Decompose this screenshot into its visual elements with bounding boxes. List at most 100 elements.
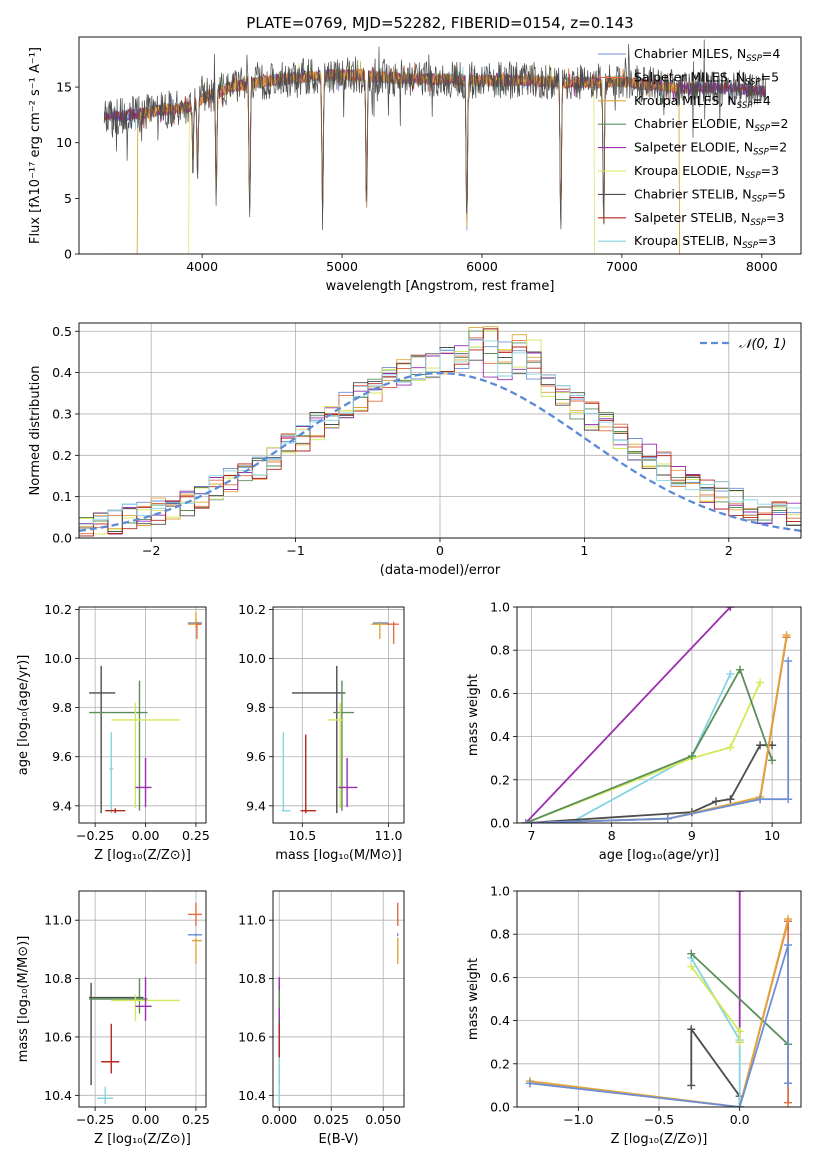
x-axis-label: mass [log₁₀(M/M⊙)] (275, 848, 402, 863)
weight-marker (687, 962, 696, 971)
y-tick-label: 0.4 (52, 365, 72, 380)
y-axis-label: age [log₁₀(age/yr)] (16, 655, 31, 776)
y-axis-label: mass weight (466, 674, 481, 756)
weight-marker (756, 678, 765, 687)
figure-title: PLATE=0769, MJD=52282, FIBERID=0154, z=0… (246, 14, 633, 32)
errorbar-kroupa-elodie (328, 702, 344, 809)
y-axis-label: mass [log₁₀(M/M⊙)] (16, 936, 31, 1063)
x-tick-label: 7000 (606, 259, 638, 274)
weight-line (525, 667, 773, 823)
y-tick-label: 10.2 (44, 602, 72, 617)
y-tick-label: 10.6 (44, 1029, 72, 1044)
axes-frame (516, 890, 802, 1108)
y-tick-label: 0 (64, 247, 72, 262)
weight-series-salpeter-elodie (521, 607, 735, 823)
panel-age_vs_mass: 10.5 11.0 9.4 9.6 9.8 10.0 10.2 mass [log₁₀(M/M… (238, 602, 405, 863)
y-tick-label: 0.2 (52, 448, 72, 463)
x-axis-label: wavelength [Angstrom, rest frame] (326, 279, 555, 294)
plot-area-residuals (79, 326, 801, 538)
panel-weight_vs_Z: −1.0 −0.5 0.0 0.0 0.2 0.4 0.6 0.8 1.0 Z [log₁₀(Z/… (466, 884, 802, 1147)
weight-line (569, 673, 732, 823)
x-tick-label: 4000 (186, 259, 218, 274)
x-tick-label: −0.25 (76, 1112, 114, 1127)
x-tick-label: 0.025 (313, 1112, 349, 1127)
legend-entry: Kroupa MILES, NSSP=4 (634, 93, 771, 111)
y-tick-label: 0.0 (490, 1100, 510, 1115)
x-tick-label: −0.5 (644, 1112, 674, 1127)
weight-series-kroupa-elodie (687, 962, 744, 1047)
y-tick-label: 0.3 (52, 406, 72, 421)
errorbar-kroupa-stelib (109, 732, 114, 814)
y-tick-label: 10.4 (44, 1088, 72, 1103)
weight-marker (784, 1079, 793, 1088)
x-tick-label: 6000 (466, 259, 498, 274)
errorbar-salpeter-miles (386, 621, 399, 644)
y-tick-label: 0.2 (490, 1056, 510, 1071)
weight-marker (768, 756, 777, 765)
x-tick-label: 5000 (326, 259, 358, 274)
plot-area-age_vs_mass (281, 621, 399, 814)
axes-frame (78, 890, 207, 1108)
y-tick-label: 0.4 (490, 729, 510, 744)
legend-entry: Chabrier ELODIE, NSSP=2 (634, 116, 789, 134)
weight-line (690, 1026, 741, 1107)
weight-marker (726, 743, 735, 752)
legend-entry: Kroupa STELIB, NSSP=3 (634, 233, 776, 251)
weight-series-chabrier-miles (521, 657, 793, 823)
y-tick-label: 0.6 (490, 970, 510, 985)
y-tick-label: 10.6 (238, 1029, 266, 1044)
x-tick-label: 1 (580, 543, 588, 558)
y-tick-label: 0.4 (490, 1013, 510, 1028)
weight-marker (521, 819, 530, 823)
weight-marker (735, 1027, 744, 1036)
histogram-kroupa-stelib (79, 338, 801, 538)
weight-marker (784, 1098, 793, 1107)
weight-marker (784, 941, 793, 949)
y-tick-label: 1.0 (490, 600, 510, 615)
x-tick-label: −1.0 (563, 1112, 593, 1127)
weight-marker (782, 631, 791, 640)
errorbar-chabrier-stelib (89, 665, 116, 814)
weight-marker (726, 607, 735, 611)
x-tick-label: 10 (764, 828, 780, 843)
y-tick-label: 9.8 (52, 700, 72, 715)
errorbar-chabrier-elodie (333, 680, 355, 811)
weight-series-chabrier-stelib (687, 1025, 744, 1107)
errorbar-salpeter-elodie (135, 757, 152, 808)
x-axis-label: age [log₁₀(age/yr)] (599, 848, 720, 863)
x-axis-label: Z [log₁₀(Z/Z⊙)] (94, 848, 191, 863)
weight-marker (735, 1038, 744, 1047)
y-tick-label: 10.0 (44, 651, 72, 666)
y-tick-label: 0.0 (52, 531, 72, 546)
y-tick-label: 11.0 (238, 913, 266, 928)
x-tick-label: 0.050 (365, 1112, 401, 1127)
y-tick-label: 9.6 (52, 749, 72, 764)
weight-marker (756, 741, 765, 750)
legend-entry: Kroupa ELODIE, NSSP=3 (634, 163, 779, 181)
axes-frame (78, 36, 802, 255)
plot-area-spectrum (103, 39, 767, 254)
weight-series-salpeter-elodie (735, 891, 744, 1047)
y-tick-label: 0.2 (490, 772, 510, 787)
axes-frame (272, 606, 405, 824)
y-tick-label: 0.8 (490, 643, 510, 658)
y-tick-label: 9.4 (246, 798, 266, 813)
weight-marker (711, 797, 720, 806)
x-tick-label: 0.0 (730, 1112, 750, 1127)
errorbar-chabrier-stelib (89, 982, 144, 1086)
plot-area-weight_vs_age (521, 607, 793, 823)
errorbar-salpeter-stelib (105, 808, 126, 814)
weight-marker (687, 1025, 696, 1034)
y-tick-label: 11.0 (44, 913, 72, 928)
errorbar-kroupa-miles (191, 937, 202, 964)
y-tick-label: 0.5 (52, 324, 72, 339)
legend: 𝒩(0, 1) (700, 337, 786, 352)
weight-line (525, 682, 761, 823)
errorbar-chabrier-miles (187, 933, 202, 937)
weight-marker (687, 949, 696, 958)
y-tick-label: 0.0 (490, 816, 510, 831)
weight-line (525, 634, 788, 823)
x-tick-label: 10.5 (288, 828, 316, 843)
x-tick-label: 7 (527, 828, 535, 843)
